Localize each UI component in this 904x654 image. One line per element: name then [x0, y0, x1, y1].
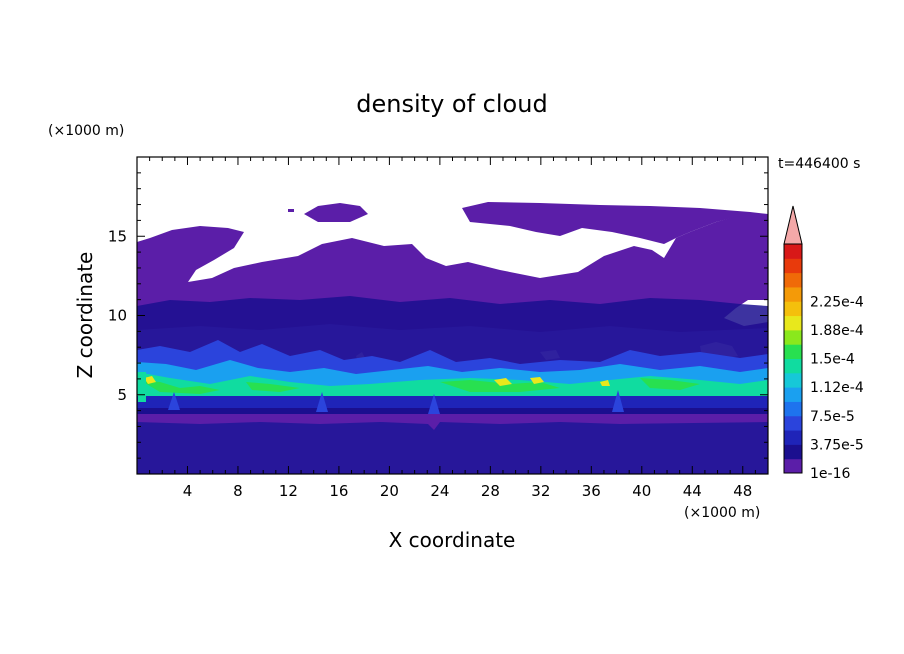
colorbar-frame: [783, 243, 803, 474]
colorbar-label: 7.5e-5: [810, 409, 855, 425]
cloud-field: [137, 157, 768, 474]
colorbar-swatch: [784, 444, 802, 460]
y-axis-label: Z coordinate: [73, 252, 97, 379]
x-tick-label: 40: [632, 482, 651, 500]
colorbar-swatch: [784, 358, 802, 374]
x-tick-label: 32: [531, 482, 550, 500]
z-unit-label: (×1000 m): [48, 123, 124, 139]
colorbar-swatch: [784, 244, 802, 259]
colorbar-swatch: [784, 329, 802, 345]
colorbar-swatch: [784, 401, 802, 417]
x-tick-label: 20: [380, 482, 399, 500]
y-tick-label: 5: [117, 386, 127, 404]
x-tick-label: 48: [733, 482, 752, 500]
colorbar-swatch: [784, 272, 802, 288]
y-axis: 5 10 15: [108, 172, 768, 459]
colorbar-swatch: [784, 301, 802, 317]
colorbar-label: 1.12e-4: [810, 380, 864, 396]
time-label: t=446400 s: [778, 156, 860, 172]
x-tick-label: 4: [183, 482, 193, 500]
colorbar-swatch: [784, 315, 802, 331]
x-tick-label: 28: [481, 482, 500, 500]
x-tick-label: 24: [430, 482, 449, 500]
colorbar-swatch: [784, 415, 802, 431]
colorbar-swatch: [784, 430, 802, 445]
x-tick-label: 16: [329, 482, 348, 500]
colorbar-swatch: [784, 344, 802, 359]
colorbar-swatch: [784, 387, 802, 402]
colorbar-label: 1e-16: [810, 466, 850, 482]
colorbar-swatch: [784, 286, 802, 302]
colorbar-label: 1.88e-4: [810, 323, 864, 339]
x-unit-label: (×1000 m): [684, 505, 760, 521]
colorbar-label: 1.5e-4: [810, 352, 855, 368]
upper-cloud-patch: [304, 203, 368, 222]
colorbar-label: 3.75e-5: [810, 437, 864, 453]
y-tick-label: 15: [108, 227, 127, 245]
colorbar-swatch: [784, 372, 802, 388]
x-tick-label: 12: [279, 482, 298, 500]
colorbar-label: 2.25e-4: [810, 294, 864, 310]
colorbar-swatch: [784, 258, 802, 274]
x-tick-label: 44: [683, 482, 702, 500]
colorbar: 1e-16 3.75e-5 7.5e-5 1.12e-4 1.5e-4 1.88e-4 2.…: [783, 205, 864, 482]
x-tick-label: 8: [233, 482, 243, 500]
colorbar-swatch: [784, 458, 802, 474]
x-axis: 4 8 12 16 20 24 28 32 36 40 44 48: [149, 157, 756, 500]
x-tick-label: 36: [582, 482, 601, 500]
upper-cloud-patch: [462, 202, 768, 244]
chart-title: density of cloud: [356, 90, 547, 118]
x-axis-label: X coordinate: [389, 528, 516, 552]
colorbar-extend-arrow: [783, 205, 803, 245]
y-tick-label: 10: [108, 307, 127, 325]
cloud-bottom-edge: [137, 414, 768, 430]
